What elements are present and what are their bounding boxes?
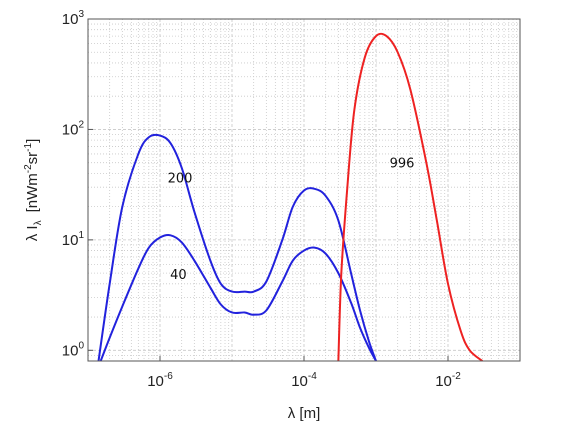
series-annotation: 996 (390, 157, 415, 172)
y-axis-label: λ Iλ [nWm-2sr-1] (23, 139, 44, 242)
ticks: 10-6 10-4 10-2 100 101 102 103 (62, 9, 461, 390)
y-tick-label: 100 (62, 340, 85, 359)
annotations: 200 40 996 (168, 157, 415, 284)
y-tick-label: 101 (62, 230, 85, 249)
x-tick-label: 10-4 (291, 371, 317, 390)
y-axis-label-units-end: ] (24, 139, 41, 143)
series-line-996 (337, 32, 483, 361)
series-annotation: 40 (170, 268, 187, 283)
y-axis-label-units-exp1: -2 (23, 164, 34, 173)
series-annotation: 200 (168, 172, 193, 187)
series-line-40 (99, 234, 377, 361)
x-axis-label: λ [m] (288, 405, 321, 422)
y-axis-label-units: [nWm (24, 173, 41, 212)
curves (97, 32, 483, 361)
y-tick-label: 102 (62, 119, 85, 138)
y-axis-label-sub: λ (33, 220, 44, 225)
grid (88, 19, 520, 361)
y-axis-label-units-exp2: -1 (23, 142, 34, 151)
series-line-200 (97, 133, 377, 361)
y-tick-label: 103 (62, 9, 85, 28)
x-tick-label: 10-6 (147, 371, 173, 390)
x-tick-label: 10-2 (435, 371, 461, 390)
y-axis-label-main: λ I (24, 225, 41, 241)
svg-text:λ Iλ[nWm-2sr-1]: λ Iλ [nWm-2sr-1] (23, 139, 44, 242)
y-axis-label-units-mid: sr (24, 152, 41, 165)
